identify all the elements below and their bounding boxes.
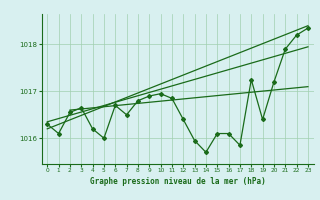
X-axis label: Graphe pression niveau de la mer (hPa): Graphe pression niveau de la mer (hPa): [90, 177, 266, 186]
